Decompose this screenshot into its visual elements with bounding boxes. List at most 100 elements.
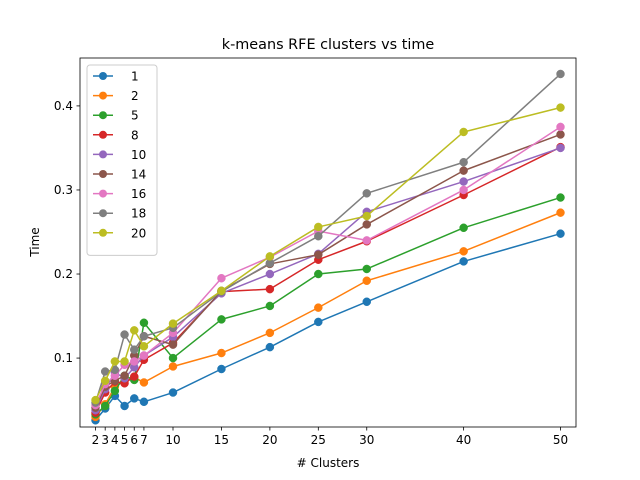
data-point-5-4	[110, 386, 120, 396]
data-point-18-25	[314, 231, 323, 241]
data-point-20-50	[556, 103, 565, 112]
x-tick-label-5: 5	[121, 433, 129, 447]
data-point-2-15	[217, 348, 226, 358]
data-point-5-10	[168, 353, 178, 363]
legend-marker-18	[99, 209, 107, 218]
data-point-1-10	[168, 388, 178, 397]
legend: 1 2 5 8 10 14 16 18 20	[86, 64, 158, 256]
x-tick-label-15: 15	[214, 433, 229, 447]
series-14	[91, 130, 565, 412]
series-line-1	[94, 232, 562, 422]
data-point-20-20	[265, 252, 275, 261]
data-point-2-25	[314, 303, 323, 312]
chart-title: k-means RFE clusters vs time	[222, 37, 435, 53]
x-tick-label-40: 40	[456, 433, 471, 447]
x-tick-label-30: 30	[359, 433, 374, 447]
x-tick-label-6: 6	[130, 433, 138, 447]
data-point-14-5	[120, 371, 129, 380]
x-axis-label: # Clusters	[297, 456, 360, 470]
data-point-5-30	[362, 264, 371, 274]
data-point-16-30	[362, 236, 371, 245]
x-tick-label-50: 50	[553, 433, 568, 447]
data-point-8-20	[265, 284, 275, 294]
legend-label-14: 14	[131, 168, 146, 182]
data-point-20-3	[100, 376, 110, 386]
data-point-2-50	[556, 208, 565, 217]
series-20	[91, 103, 565, 405]
y-tick-label-0.4: 0.4	[54, 99, 73, 113]
x-tick-label-20: 20	[262, 433, 277, 447]
data-point-20-7	[139, 342, 149, 351]
legend-marker-20	[99, 228, 107, 237]
legend-label-18: 18	[131, 207, 146, 221]
data-point-20-10	[168, 319, 178, 328]
data-point-16-15	[217, 273, 226, 283]
data-point-1-5	[120, 401, 129, 411]
data-point-1-50	[556, 229, 565, 238]
x-tick-label-4: 4	[111, 433, 119, 447]
series-line-16	[94, 125, 562, 407]
series-2	[91, 208, 565, 422]
legend-label-5: 5	[131, 109, 139, 123]
series-16	[91, 122, 565, 410]
legend-label-16: 16	[131, 187, 146, 201]
series-line-5	[94, 196, 562, 416]
data-point-5-20	[265, 301, 275, 311]
legend-item-14: 14	[93, 168, 146, 182]
plot-area	[91, 69, 565, 425]
data-point-18-5	[120, 330, 129, 339]
legend-label-20: 20	[131, 226, 146, 240]
data-point-1-40	[459, 257, 468, 266]
y-tick-label-0.2: 0.2	[54, 267, 73, 281]
data-point-5-40	[459, 223, 468, 233]
legend-item-10: 10	[93, 148, 146, 162]
data-point-20-15	[217, 286, 226, 296]
data-point-20-5	[120, 357, 129, 366]
data-point-5-7	[139, 318, 149, 328]
legend-item-20: 20	[93, 226, 146, 240]
data-point-1-20	[265, 342, 275, 352]
data-point-10-40	[459, 177, 468, 186]
data-point-20-2	[91, 395, 100, 405]
legend-item-8: 8	[93, 128, 139, 142]
data-point-18-40	[459, 157, 468, 167]
data-point-1-25	[314, 317, 323, 327]
data-point-14-10	[168, 340, 178, 349]
legend-item-16: 16	[93, 187, 146, 201]
legend-label-8: 8	[131, 128, 139, 142]
data-point-2-30	[362, 276, 371, 285]
data-point-2-20	[265, 328, 275, 338]
data-point-16-40	[459, 185, 468, 195]
data-point-1-6	[130, 394, 139, 403]
data-point-2-40	[459, 247, 468, 256]
axes-frame	[79, 57, 577, 428]
series-line-18	[94, 72, 562, 404]
legend-item-18: 18	[93, 207, 146, 221]
data-point-20-40	[459, 127, 468, 137]
x-tick-label-3: 3	[101, 433, 109, 447]
legend-marker-2	[99, 91, 107, 100]
data-point-16-50	[556, 122, 565, 132]
data-point-10-50	[556, 143, 565, 153]
series-line-14	[94, 133, 562, 409]
y-tick-label-0.3: 0.3	[54, 183, 73, 197]
data-point-5-50	[556, 193, 565, 202]
data-point-14-50	[556, 130, 565, 139]
data-point-14-30	[362, 220, 371, 229]
data-point-10-20	[265, 269, 275, 279]
data-point-2-7	[139, 378, 149, 387]
legend-marker-5	[99, 111, 107, 120]
y-tick-label-0.1: 0.1	[54, 351, 73, 365]
legend-marker-10	[99, 150, 107, 159]
data-point-20-4	[110, 357, 120, 366]
legend-label-1: 1	[131, 70, 139, 84]
series-10	[91, 143, 565, 415]
series-1	[91, 229, 565, 425]
data-point-20-30	[362, 211, 371, 221]
legend-marker-16	[99, 189, 107, 198]
axes: 2 3 4 5 6 7 10 15 20 25 30 40 500.10.20.30.4	[54, 57, 577, 447]
legend-label-10: 10	[131, 148, 146, 162]
data-point-20-25	[314, 222, 323, 232]
x-tick-label-25: 25	[311, 433, 326, 447]
